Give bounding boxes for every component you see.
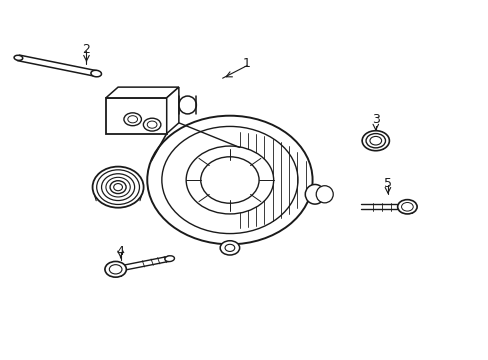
Circle shape: [220, 241, 239, 255]
Polygon shape: [106, 87, 179, 98]
Text: 2: 2: [82, 43, 90, 56]
Text: 1: 1: [243, 57, 250, 71]
Ellipse shape: [305, 184, 324, 204]
Ellipse shape: [186, 146, 273, 214]
Ellipse shape: [404, 203, 409, 210]
Ellipse shape: [91, 70, 102, 77]
Circle shape: [397, 200, 416, 214]
Text: 4: 4: [116, 245, 124, 258]
Text: 5: 5: [383, 177, 391, 190]
Ellipse shape: [147, 116, 312, 244]
Ellipse shape: [92, 167, 143, 208]
Circle shape: [105, 261, 126, 277]
Ellipse shape: [102, 174, 134, 201]
Polygon shape: [166, 87, 179, 134]
Ellipse shape: [14, 55, 22, 60]
Circle shape: [123, 113, 141, 126]
Ellipse shape: [179, 96, 196, 114]
Circle shape: [362, 131, 388, 151]
Text: 3: 3: [371, 113, 379, 126]
Polygon shape: [106, 98, 166, 134]
Ellipse shape: [316, 186, 332, 203]
Ellipse shape: [201, 157, 259, 203]
Ellipse shape: [164, 256, 174, 262]
Circle shape: [143, 118, 161, 131]
Ellipse shape: [110, 181, 126, 194]
